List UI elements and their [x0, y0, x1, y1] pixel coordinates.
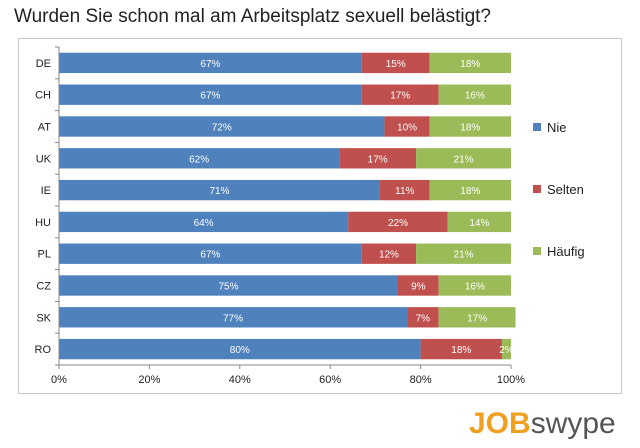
data-label-ie-nie: 71% [209, 186, 229, 197]
bar-pl-nie [59, 243, 362, 264]
data-label-ch-häufig: 16% [465, 91, 485, 102]
data-label-pl-häufig: 21% [454, 250, 474, 261]
data-label-ie-häufig: 18% [460, 186, 480, 197]
data-label-ro-nie: 80% [230, 345, 250, 356]
category-label-sk: SK [36, 312, 51, 324]
data-label-hu-häufig: 14% [469, 218, 489, 229]
bar-ch-selten [361, 84, 439, 105]
chart-area: 67% 15% 18% 67% 17% 16% 72% 10% 18% 62% 17% 21% 71% 1… [18, 38, 622, 394]
x-tick-label: 40% [229, 374, 251, 386]
data-label-at-häufig: 18% [460, 123, 480, 134]
legend-swatch-häufig [533, 247, 541, 255]
bar-pl-selten [361, 243, 417, 264]
legend-swatch-selten [533, 185, 541, 193]
x-tick-label: 80% [410, 374, 432, 386]
category-label-cz: CZ [36, 281, 51, 293]
data-label-de-häufig: 18% [460, 59, 480, 70]
data-label-uk-häufig: 21% [454, 154, 474, 165]
bar-ie-nie [59, 179, 380, 201]
logo-suffix: swype [531, 407, 616, 440]
data-label-de-nie: 67% [200, 59, 220, 70]
bar-uk-nie [59, 148, 340, 169]
bar-at-nie [59, 116, 385, 137]
bar-de-häufig [429, 52, 511, 74]
legend-label-selten: Selten [547, 182, 584, 197]
bar-sk-selten [407, 307, 439, 328]
data-label-pl-selten: 12% [379, 250, 399, 261]
legend-swatch-nie [533, 123, 541, 131]
logo-prefix: JOB [469, 407, 531, 440]
x-tick-label: 20% [138, 374, 160, 386]
bar-ch-häufig [438, 84, 511, 105]
data-label-uk-selten: 17% [368, 154, 388, 165]
bar-ro-häufig [501, 338, 511, 360]
chart-title: Wurden Sie schon mal am Arbeitsplatz sex… [14, 6, 492, 27]
bar-hu-nie [59, 211, 349, 233]
data-label-at-nie: 72% [212, 123, 232, 134]
stacked-bar-chart: 67% 15% 18% 67% 17% 16% 72% 10% 18% 62% 17% 21% 71% 1… [35, 46, 585, 386]
bar-ch-nie [59, 84, 362, 105]
bar-ie-häufig [429, 179, 511, 201]
data-label-ro-häufig: 2% [499, 345, 514, 356]
jobswype-logo: JOBswype [467, 402, 623, 442]
data-label-hu-selten: 22% [388, 218, 408, 229]
data-label-ie-selten: 11% [395, 186, 414, 197]
data-label-sk-nie: 77% [223, 313, 243, 324]
bar-cz-häufig [438, 275, 511, 296]
category-label-de: DE [36, 58, 51, 70]
bar-de-selten [361, 52, 430, 74]
bar-sk-nie [59, 307, 408, 328]
x-tick-label: 0% [51, 374, 67, 386]
x-tick-label: 60% [319, 374, 341, 386]
bar-at-häufig [429, 116, 511, 137]
data-label-ch-selten: 17% [390, 91, 410, 102]
bar-sk-häufig [438, 307, 516, 328]
legend-label-häufig: Häufig [547, 244, 585, 259]
data-label-hu-nie: 64% [194, 218, 214, 229]
bar-uk-häufig [416, 148, 511, 169]
bar-uk-selten [339, 148, 417, 169]
bar-de-nie [59, 52, 362, 74]
data-label-cz-selten: 9% [411, 282, 426, 293]
bar-hu-häufig [447, 211, 511, 233]
category-label-ie: IE [41, 185, 51, 197]
category-label-pl: PL [38, 249, 51, 261]
data-label-sk-häufig: 17% [467, 313, 487, 324]
axes: DE CH AT UK IE HU PL CZ SK RO 0% 20% 40% 60% 80% 100% [35, 46, 525, 386]
bars-layer: 67% 15% 18% 67% 17% 16% 72% 10% 18% 62% 17% 21% 71% 1… [59, 52, 516, 360]
category-label-uk: UK [36, 153, 52, 165]
legend-label-nie: Nie [547, 120, 567, 135]
data-label-de-selten: 15% [386, 59, 406, 70]
bar-hu-selten [348, 211, 448, 233]
data-label-uk-nie: 62% [189, 154, 209, 165]
bar-pl-häufig [416, 243, 511, 264]
category-label-ro: RO [35, 344, 52, 356]
bar-ro-selten [420, 338, 502, 360]
bar-ro-nie [59, 338, 421, 360]
bar-cz-selten [398, 275, 439, 296]
category-label-ch: CH [35, 90, 51, 102]
x-tick-label: 100% [497, 374, 525, 386]
data-label-cz-nie: 75% [218, 282, 238, 293]
bar-cz-nie [59, 275, 398, 296]
data-label-cz-häufig: 16% [465, 282, 485, 293]
bar-ie-selten [379, 179, 430, 201]
data-label-sk-selten: 7% [416, 313, 431, 324]
data-label-at-selten: 10% [397, 123, 417, 134]
bar-at-selten [384, 116, 430, 137]
category-label-at: AT [38, 122, 52, 134]
data-label-pl-nie: 67% [200, 250, 220, 261]
svg-text:JOBswype: JOBswype [469, 407, 616, 440]
legend: Nie Selten Häufig [533, 120, 585, 259]
data-label-ch-nie: 67% [200, 91, 220, 102]
data-label-ro-selten: 18% [451, 345, 471, 356]
category-label-hu: HU [35, 217, 51, 229]
